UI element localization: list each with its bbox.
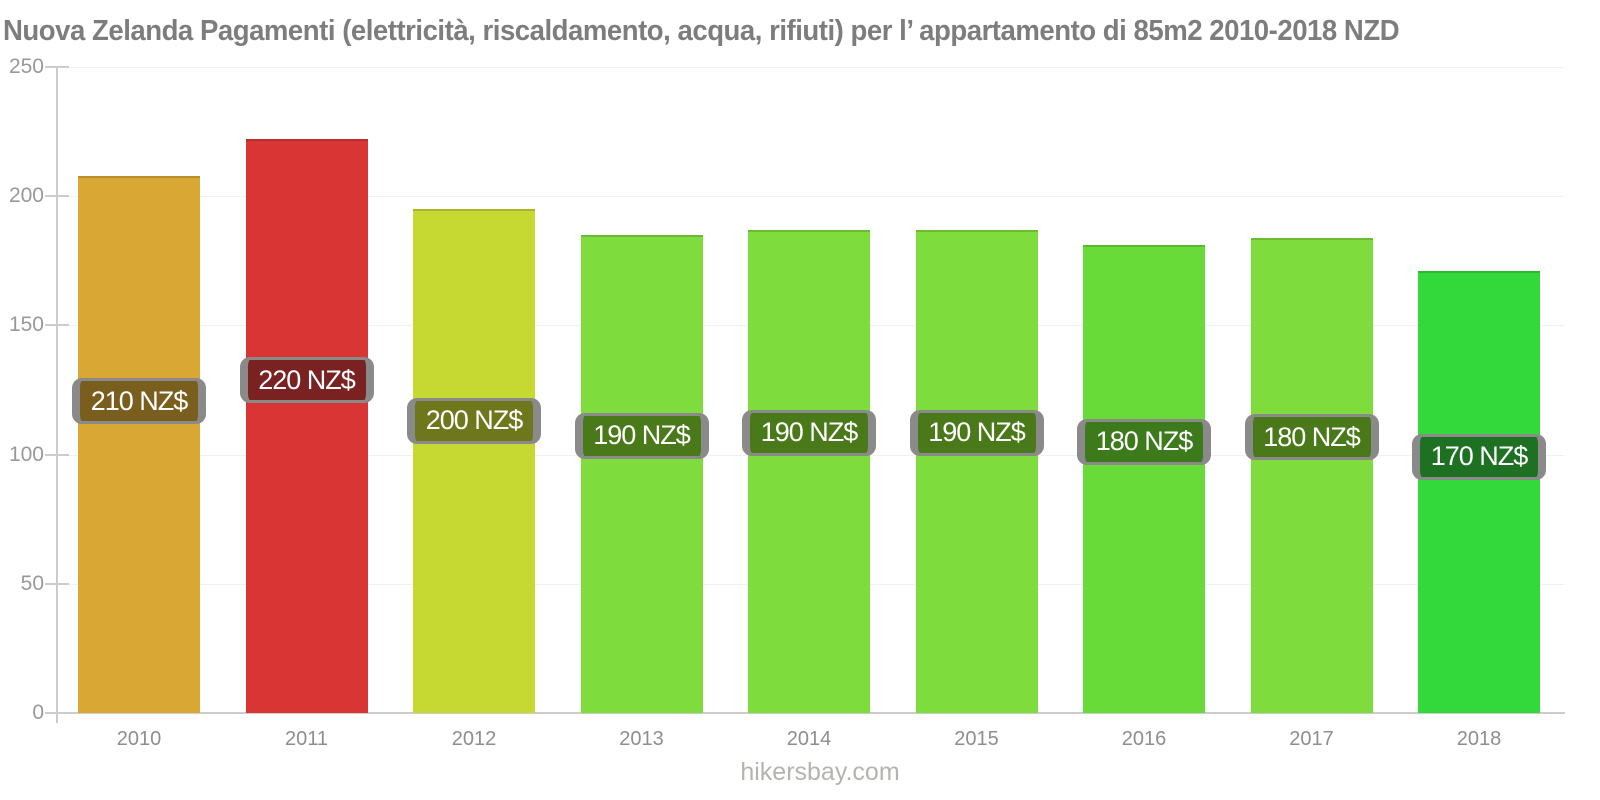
x-tick-label-2010: 2010 (116, 728, 162, 750)
bar-2014 (748, 229, 870, 713)
value-label-2014: 190 NZ$ (742, 409, 876, 456)
gridline-250 (57, 67, 1565, 68)
bar-2012 (413, 209, 535, 713)
y-axis-line (56, 67, 58, 723)
chart-title: Nuova Zelanda Pagamenti (elettricità, ri… (3, 15, 1400, 47)
y-tick-label-250: 250 (8, 55, 44, 78)
bar-2010 (78, 175, 200, 713)
x-tick-label-2015: 2015 (954, 728, 999, 750)
y-tick-label-0: 0 (32, 701, 44, 724)
x-tick-label-2014: 2014 (786, 728, 832, 750)
y-tick-label-50: 50 (20, 571, 44, 595)
bar-2013 (580, 234, 703, 713)
value-label-2011: 220 NZ$ (239, 357, 374, 404)
value-label-2018: 170 NZ$ (1412, 433, 1546, 480)
y-tick-label-150: 150 (8, 313, 44, 337)
x-tick-label-2013: 2013 (619, 728, 664, 750)
value-label-2010: 210 NZ$ (72, 378, 206, 425)
value-label-2012: 200 NZ$ (407, 397, 541, 444)
value-label-2016: 180 NZ$ (1077, 418, 1211, 465)
bar-2018 (1418, 271, 1540, 713)
y-tick-label-100: 100 (8, 442, 44, 466)
gridline-200 (57, 196, 1565, 198)
watermark-text: hikersbay.com (740, 758, 900, 786)
bar-2016 (1083, 245, 1205, 713)
bar-2017 (1250, 237, 1373, 713)
value-label-2017: 180 NZ$ (1244, 414, 1379, 461)
bar-2011 (245, 139, 368, 713)
x-axis-line (45, 712, 1565, 714)
bar-2015 (915, 229, 1038, 713)
x-tick-label-2017: 2017 (1289, 728, 1334, 750)
value-label-2013: 190 NZ$ (574, 412, 709, 459)
y-tick-label-200: 200 (8, 184, 44, 208)
x-tick-label-2018: 2018 (1456, 728, 1502, 750)
x-tick-label-2016: 2016 (1121, 728, 1167, 750)
x-tick-label-2012: 2012 (451, 728, 497, 750)
x-tick-label-2011: 2011 (284, 728, 328, 750)
value-label-2015: 190 NZ$ (909, 409, 1044, 456)
